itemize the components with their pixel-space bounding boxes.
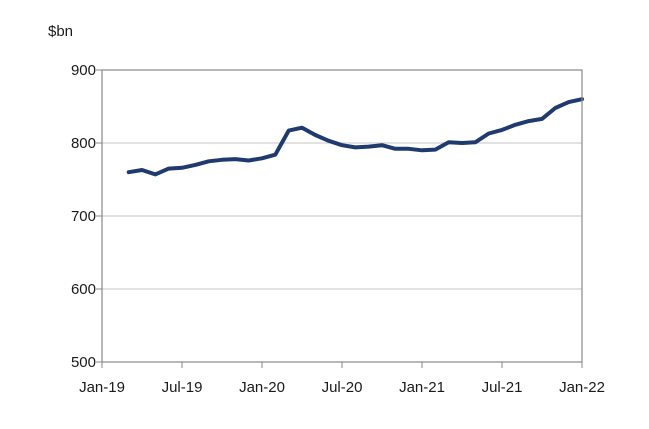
y-tick-label: 900 xyxy=(71,62,96,79)
x-axis-ticks: Jan-19 Jul-19 Jan-20 Jul-20 Jan-21 Jul-21 Jan-… xyxy=(79,362,605,396)
x-tick-label: Jul-19 xyxy=(162,379,203,396)
x-tick-label: Jan-21 xyxy=(399,379,445,396)
x-tick-label: Jan-19 xyxy=(79,379,125,396)
gridlines xyxy=(102,142,582,290)
y-tick-label: 600 xyxy=(71,281,96,298)
plot-frame xyxy=(101,69,583,363)
y-axis-unit-label: $bn xyxy=(48,23,73,40)
x-tick-label: Jan-20 xyxy=(239,379,285,396)
x-tick-label: Jul-21 xyxy=(482,379,523,396)
y-axis-ticks: 500 600 700 800 900 xyxy=(71,62,102,371)
x-tick-label: Jul-20 xyxy=(322,379,363,396)
series-line xyxy=(126,97,584,177)
y-tick-label: 800 xyxy=(71,135,96,152)
y-tick-label: 500 xyxy=(71,354,96,371)
x-tick-label: Jan-22 xyxy=(559,379,605,396)
y-tick-label: 700 xyxy=(71,208,96,225)
